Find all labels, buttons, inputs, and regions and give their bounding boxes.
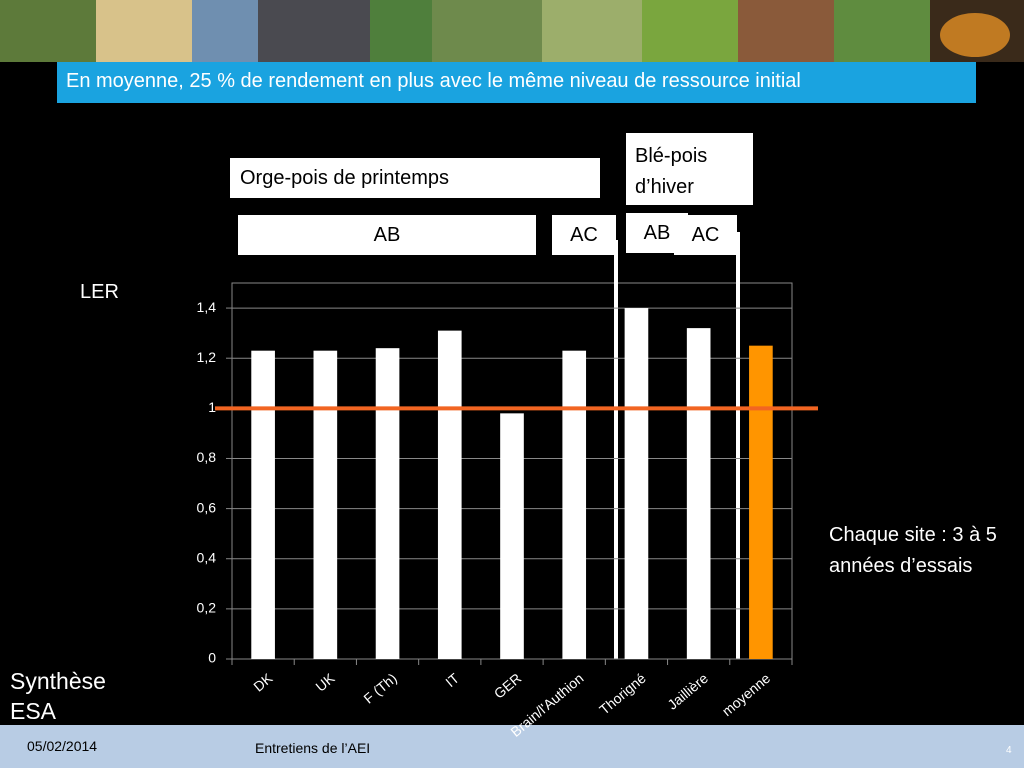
- source: Synthèse ESA: [10, 668, 106, 724]
- y-tick-label: 1: [208, 399, 216, 415]
- footer-bg: [0, 725, 1024, 768]
- note: Chaque site : 3 à 5 années d’essais: [829, 524, 997, 577]
- y-tick-label: 0,4: [197, 549, 217, 565]
- x-tick-label: UK: [312, 669, 338, 694]
- y-tick-label: 0,2: [197, 600, 217, 616]
- banner: En moyenne, 25 % de rendement en plus av…: [66, 70, 801, 92]
- bar: [500, 413, 524, 659]
- x-tick-label: GER: [491, 670, 525, 702]
- system-label: AB: [238, 215, 536, 255]
- system-label: AC: [552, 215, 616, 255]
- y-axis-label: LER: [80, 281, 119, 303]
- x-tick-label: Jaillière: [664, 670, 711, 713]
- y-tick-label: 0,8: [197, 449, 217, 465]
- x-tick-label: moyenne: [719, 670, 774, 719]
- x-tick-label: DK: [250, 669, 276, 694]
- system-label: AC: [674, 215, 737, 255]
- footer-event: Entretiens de l’AEI: [255, 740, 371, 756]
- group-label: Blé-pois d’hiver: [626, 133, 753, 205]
- y-tick-label: 0,6: [197, 499, 217, 515]
- y-tick-label: 1,2: [197, 349, 217, 365]
- group-label: Orge-pois de printemps: [230, 158, 600, 198]
- bar: [749, 345, 773, 659]
- x-tick-label: IT: [442, 670, 462, 691]
- page-number: 4: [1006, 745, 1012, 756]
- x-tick-label: Thorigné: [596, 670, 649, 718]
- photo-strip: [0, 0, 1024, 62]
- bar: [375, 348, 400, 659]
- bar: [624, 308, 649, 659]
- banner-bg: [57, 62, 976, 103]
- y-tick-label: 0: [208, 650, 216, 666]
- bar: [686, 328, 711, 659]
- bar: [313, 350, 338, 659]
- x-tick-label: F (Th): [360, 670, 399, 707]
- bar: [251, 350, 275, 659]
- bar: [437, 330, 462, 659]
- footer-date: 05/02/2014: [27, 738, 98, 754]
- y-tick-label: 1,4: [197, 299, 217, 315]
- bar: [562, 350, 587, 659]
